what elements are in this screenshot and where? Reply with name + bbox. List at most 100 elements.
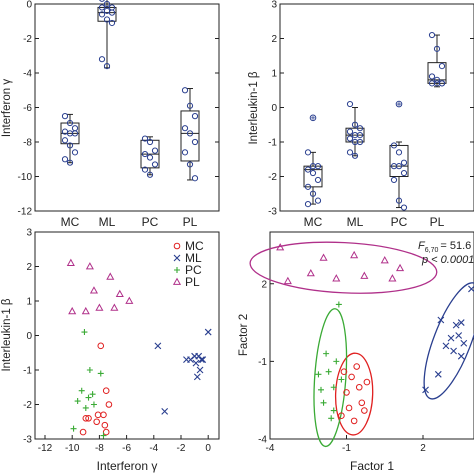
y-tick-label: 3	[271, 0, 277, 11]
panel-b-marks	[303, 31, 447, 211]
y-tick-label: -3	[23, 435, 32, 446]
point-pc	[335, 301, 342, 308]
x-tick-label: -10	[65, 443, 80, 454]
data-point-pl	[191, 138, 199, 146]
data-point-pl	[181, 125, 189, 132]
point-pc	[330, 407, 337, 414]
y-tick-label: -1	[258, 357, 267, 368]
data-point-pc	[400, 169, 408, 177]
point-pc	[78, 387, 85, 394]
data-point-pc	[151, 147, 159, 154]
point-mc	[355, 383, 363, 391]
panel-b-interleukin-boxplot: -3 -2 -1 0 1 2 3 MC ML PC PL Interleukin-1 β	[248, 0, 474, 229]
panel-d-y-ticks: -4 -1 2	[258, 279, 274, 446]
point-mc	[343, 389, 350, 396]
point-pl	[319, 253, 328, 261]
y-tick-label: -2	[268, 172, 277, 183]
data-point-ml	[99, 0, 105, 2]
data-point-pl	[438, 80, 446, 87]
data-point-ml	[103, 63, 111, 70]
category-label-ml: ML	[99, 215, 116, 229]
point-pc	[89, 391, 96, 398]
point-ml	[434, 370, 442, 378]
point-pc	[315, 371, 322, 378]
annotation-value: = 51.6	[440, 240, 471, 252]
point-pl	[332, 274, 341, 282]
data-point-ml	[346, 135, 354, 142]
box-pl	[427, 62, 447, 84]
point-pl	[306, 268, 315, 277]
point-pc	[325, 368, 332, 375]
point-mc	[358, 399, 366, 407]
data-point-ml	[103, 16, 111, 23]
point-mc	[101, 421, 109, 429]
y-tick-label: 0	[26, 331, 32, 342]
category-label-pl: PL	[430, 215, 445, 229]
point-pl	[388, 274, 397, 282]
ellipse-ml	[423, 282, 474, 400]
point-mc	[102, 428, 110, 436]
panel-d-factor-scatter: -4 -1 2 -4 -1 2 F6,70 = 51.6 p < 0.0001 Facto…	[238, 231, 474, 473]
legend-label-pc: PC	[185, 263, 202, 277]
point-ml	[199, 356, 207, 364]
point-pl	[66, 258, 75, 266]
point-ml	[442, 342, 450, 350]
y-tick-label: -8	[23, 138, 32, 149]
point-mc	[105, 401, 113, 408]
point-ml	[154, 342, 162, 350]
data-point-ml	[98, 4, 106, 11]
point-pl	[81, 306, 90, 315]
category-label-mc: MC	[61, 215, 80, 229]
point-ml	[183, 356, 190, 364]
panel-b-y-ticks: -3 -2 -1 0 1 2 3	[268, 0, 474, 218]
point-pc	[97, 370, 104, 377]
point-ml	[457, 352, 465, 360]
data-point-ml	[103, 0, 111, 8]
panel-a-interferon-boxplot: -12 -10 -8 -6 -4 -2 0 MC ML PC PL Interferon γ	[1, 0, 220, 229]
point-mc	[97, 342, 105, 350]
data-point-pl	[433, 76, 441, 84]
data-point-ml	[108, 19, 116, 27]
x-tick-label: 2	[420, 443, 426, 454]
annotation-stat: F	[418, 240, 426, 252]
data-point-ml	[346, 149, 354, 156]
data-point-pc	[151, 161, 159, 168]
y-tick-label: 2	[261, 279, 267, 290]
data-point-pl	[181, 149, 189, 156]
point-ml	[457, 319, 465, 326]
legend-marker-pl	[172, 277, 182, 285]
data-point-ml	[98, 11, 106, 18]
category-label-pl: PL	[183, 215, 198, 229]
data-point-ml	[351, 121, 359, 128]
x-tick-label: -4	[266, 443, 275, 454]
point-pc	[81, 329, 88, 336]
panel-c-y-axis-label: Interleukin-1 β	[1, 298, 13, 371]
panel-a-y-ticks: -12 -10 -8 -6 -4 -2 0	[18, 0, 219, 218]
point-pl	[283, 276, 292, 285]
panel-d-y-axis-label: Factor 2	[238, 314, 250, 356]
data-point-mc	[314, 197, 322, 204]
outlier-point-mc	[309, 114, 317, 122]
point-pc	[74, 398, 81, 405]
point-mc	[93, 418, 100, 426]
data-point-pc	[141, 150, 149, 158]
category-label-pc: PC	[391, 215, 408, 229]
panel-a-x-ticks: MC ML PC PL	[61, 215, 198, 229]
point-pl	[360, 271, 369, 279]
data-point-mc	[66, 159, 74, 166]
panel-d-ellipses	[249, 241, 474, 448]
point-pc	[82, 404, 89, 411]
ellipse-pc	[313, 308, 348, 448]
data-point-mc	[304, 149, 312, 156]
point-ml	[447, 334, 455, 342]
point-pc	[323, 350, 330, 357]
box-pc	[389, 144, 409, 177]
point-mc	[363, 378, 371, 386]
data-point-mc	[61, 156, 69, 163]
y-tick-label: -2	[23, 34, 32, 45]
y-tick-label: 1	[271, 69, 277, 80]
point-pl	[115, 289, 124, 297]
panel-b-x-ticks: MC ML PC PL	[304, 215, 445, 229]
point-pl	[396, 263, 405, 272]
